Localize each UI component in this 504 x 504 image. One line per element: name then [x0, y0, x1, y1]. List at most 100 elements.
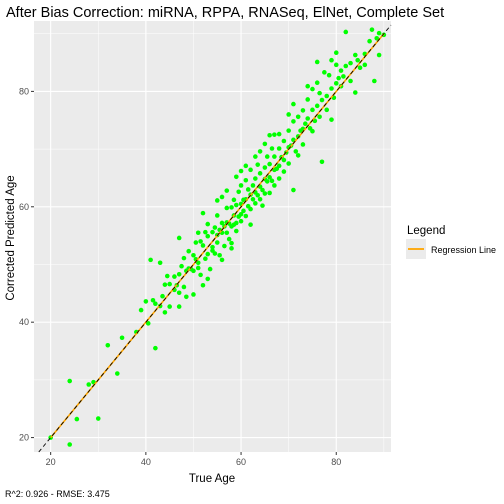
data-point: [176, 235, 182, 241]
data-point: [214, 240, 220, 245]
data-point: [317, 90, 322, 96]
data-point: [326, 72, 332, 78]
data-point: [286, 128, 291, 133]
data-point: [286, 112, 291, 117]
data-point: [376, 30, 382, 36]
data-point: [238, 211, 244, 217]
data-point: [243, 177, 249, 183]
data-point: [145, 321, 151, 326]
data-point: [343, 29, 349, 35]
data-point: [295, 114, 301, 120]
data-point: [234, 202, 239, 208]
data-point: [234, 174, 239, 180]
data-point: [224, 205, 230, 211]
y-tick-label: 80: [19, 86, 29, 96]
data-point: [229, 205, 234, 210]
identity-line: [38, 24, 392, 453]
data-point: [272, 132, 277, 137]
data-point: [234, 220, 239, 226]
x-axis-ticks: 20 40 60 80: [46, 452, 341, 467]
data-point: [367, 38, 372, 44]
data-point: [119, 335, 125, 341]
data-point: [160, 293, 165, 299]
data-point: [333, 81, 339, 86]
data-point: [267, 175, 272, 180]
data-point: [234, 228, 239, 234]
data-point: [310, 86, 315, 92]
data-point: [67, 442, 72, 447]
data-point: [219, 194, 225, 200]
data-point: [203, 229, 208, 235]
data-point: [214, 198, 220, 203]
data-point: [238, 218, 244, 224]
data-point: [200, 210, 206, 216]
data-point: [272, 183, 277, 188]
data-point: [374, 36, 380, 41]
data-point: [264, 179, 270, 184]
data-point: [262, 165, 268, 170]
data-point: [198, 272, 203, 278]
data-point: [341, 74, 346, 79]
data-point: [267, 161, 272, 167]
data-point: [338, 68, 344, 73]
data-point: [343, 63, 349, 69]
data-point: [329, 86, 334, 91]
y-axis-ticks: 20 40 60 80: [19, 86, 34, 443]
data-point: [115, 371, 120, 376]
data-point: [348, 60, 353, 66]
data-point: [172, 274, 177, 279]
data-point: [317, 114, 322, 120]
data-point: [191, 292, 196, 297]
data-point: [291, 187, 296, 193]
data-point: [333, 62, 339, 68]
data-point: [260, 203, 265, 208]
data-point: [229, 246, 234, 251]
data-point: [286, 161, 291, 166]
data-point: [164, 273, 170, 279]
data-point: [176, 290, 182, 296]
data-point: [324, 107, 330, 113]
data-point: [260, 187, 265, 193]
data-point: [153, 345, 158, 351]
data-point: [310, 128, 315, 134]
data-point: [353, 52, 358, 58]
data-point: [257, 196, 263, 202]
data-point: [238, 183, 244, 188]
data-point: [195, 230, 201, 236]
chart-caption: R^2: 0.926 - RMSE: 3.475: [5, 489, 110, 499]
data-point: [300, 108, 306, 113]
data-point: [74, 416, 80, 422]
data-point: [95, 416, 101, 421]
x-tick-label: 80: [331, 457, 341, 467]
data-point: [67, 378, 72, 384]
data-point: [198, 239, 203, 244]
data-point: [314, 80, 320, 86]
data-point: [300, 142, 306, 147]
data-point: [167, 304, 172, 309]
major-gridlines: [34, 21, 391, 452]
data-point: [314, 59, 320, 65]
data-point: [205, 233, 211, 239]
data-point: [243, 163, 249, 169]
data-point: [243, 213, 249, 219]
y-tick-label: 20: [19, 433, 29, 443]
data-point: [269, 178, 275, 184]
data-point: [276, 146, 282, 151]
y-tick-label: 40: [19, 317, 29, 327]
data-point: [336, 75, 341, 81]
data-point: [210, 244, 215, 250]
data-point: [184, 294, 189, 300]
data-point: [191, 252, 196, 258]
data-point: [291, 101, 296, 107]
data-point: [248, 167, 253, 173]
data-point: [207, 266, 213, 272]
data-point: [333, 50, 339, 56]
data-point: [253, 176, 258, 181]
data-point: [310, 107, 315, 113]
data-point: [305, 83, 311, 89]
data-point: [176, 304, 182, 309]
data-point: [276, 176, 282, 181]
data-point: [219, 220, 225, 226]
data-point: [181, 284, 187, 290]
